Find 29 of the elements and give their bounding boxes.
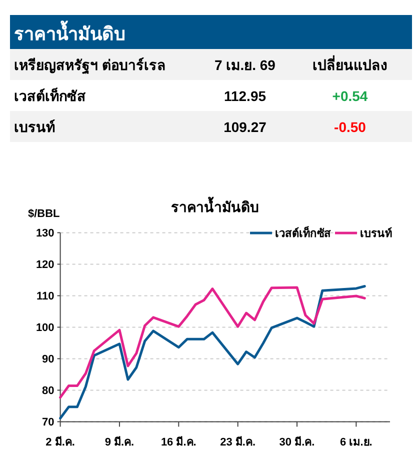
- y-tick-label: 120: [36, 259, 54, 272]
- line-series: [59, 285, 366, 420]
- x-tick-label: 6 เม.ย.: [340, 436, 372, 449]
- legend-label: เบรนท์: [360, 227, 392, 240]
- y-tick-label: 90: [42, 354, 54, 366]
- x-tick-label: 9 มี.ค.: [104, 436, 134, 449]
- text: ราคาน้ำมันดิบ: [14, 20, 125, 44]
- legend-label: เวสต์เท็กซัส: [275, 226, 331, 240]
- y-tick-label: 70: [42, 416, 54, 429]
- y-tick-label: 110: [36, 290, 54, 303]
- text: 112.95: [224, 88, 266, 104]
- y-tick-label: 130: [36, 228, 54, 240]
- y-tick-label: 100: [36, 322, 54, 334]
- line-series: [59, 286, 366, 399]
- x-tick-label: 2 มี.ค.: [46, 436, 75, 449]
- x-tick-label: 23 มี.ค.: [220, 436, 256, 449]
- x-tick-label: 16 มี.ค.: [160, 436, 196, 449]
- text: -0.50: [334, 119, 366, 135]
- text: +0.54: [332, 88, 368, 104]
- x-tick-label: 30 มี.ค.: [279, 436, 315, 449]
- y-axis-title: $/BBL: [28, 208, 60, 220]
- text: เวสต์เท็กซัส: [14, 87, 86, 104]
- y-tick-label: 80: [42, 385, 54, 398]
- text: เปลี่ยนแปลง: [312, 55, 388, 73]
- chart-title: ราคาน้ำมันดิบ: [171, 196, 259, 215]
- text: 109.27: [224, 119, 267, 135]
- text: เบรนท์: [14, 119, 55, 135]
- text: 7 เม.ย. 69: [214, 57, 276, 73]
- text: เหรียญสหรัฐฯ ต่อบาร์เรล: [14, 57, 166, 75]
